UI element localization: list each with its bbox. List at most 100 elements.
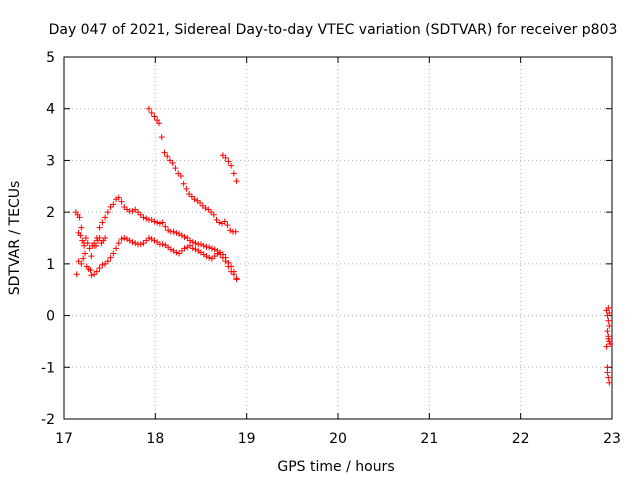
data-point xyxy=(148,236,155,243)
data-point xyxy=(225,263,232,270)
data-point xyxy=(606,338,613,345)
data-point xyxy=(605,317,612,324)
data-point xyxy=(192,240,199,247)
data-point xyxy=(187,242,194,249)
data-point xyxy=(605,335,612,342)
y-tick-label: 5 xyxy=(46,50,55,66)
data-point xyxy=(203,243,210,250)
data-point xyxy=(198,241,204,248)
data-point xyxy=(200,242,207,249)
data-point xyxy=(78,260,85,267)
data-point xyxy=(121,235,128,241)
data-point xyxy=(75,258,82,265)
series-late-arc xyxy=(219,152,240,185)
data-point xyxy=(110,201,117,208)
data-point xyxy=(159,219,166,226)
data-point xyxy=(75,229,82,236)
data-point xyxy=(76,214,83,221)
data-point xyxy=(222,258,229,265)
data-point xyxy=(219,152,226,159)
data-point xyxy=(145,105,152,112)
data-point xyxy=(140,214,147,221)
data-point xyxy=(132,240,139,247)
data-point xyxy=(115,240,122,247)
data-point xyxy=(113,245,120,252)
data-point xyxy=(159,241,166,248)
data-point xyxy=(124,236,131,243)
series-lower-band xyxy=(88,235,240,283)
data-point xyxy=(604,364,611,371)
series-upper-band xyxy=(88,194,240,282)
data-point xyxy=(73,271,80,278)
data-point xyxy=(184,244,191,251)
data-point xyxy=(115,194,122,201)
data-point xyxy=(96,264,103,271)
data-point xyxy=(216,219,223,226)
data-point xyxy=(189,245,196,252)
data-point xyxy=(230,271,237,278)
data-point xyxy=(213,216,220,223)
series-early-scatter xyxy=(72,209,109,278)
data-point xyxy=(148,216,155,223)
data-point xyxy=(102,214,109,221)
data-point xyxy=(181,245,188,252)
data-point xyxy=(161,149,168,156)
data-point xyxy=(129,208,136,215)
data-point xyxy=(233,276,240,283)
data-point xyxy=(104,209,111,216)
data-point xyxy=(607,341,614,348)
data-point xyxy=(178,247,185,254)
data-point xyxy=(82,250,89,257)
data-point xyxy=(113,196,120,203)
data-point xyxy=(217,251,224,258)
data-point xyxy=(134,209,141,216)
data-point xyxy=(188,193,195,200)
data-point xyxy=(210,211,217,218)
x-tick-label: 19 xyxy=(238,431,256,447)
data-point xyxy=(225,158,232,165)
data-point xyxy=(169,160,176,167)
data-point xyxy=(170,247,177,254)
data-point xyxy=(184,235,191,241)
x-axis-label: GPS time / hours xyxy=(277,459,394,475)
data-point xyxy=(606,379,613,386)
data-point xyxy=(140,240,147,247)
data-point xyxy=(173,249,180,256)
data-point xyxy=(86,245,93,252)
grid-lines xyxy=(64,57,612,419)
data-point xyxy=(175,170,182,177)
data-point xyxy=(118,236,125,243)
data-points xyxy=(72,105,614,386)
data-point xyxy=(221,218,228,225)
data-point xyxy=(145,235,152,241)
data-point xyxy=(186,191,193,198)
data-point xyxy=(197,199,204,206)
data-point xyxy=(173,229,180,236)
y-tick-label: -1 xyxy=(41,360,55,376)
data-point xyxy=(189,239,196,246)
data-point xyxy=(205,206,212,213)
data-point xyxy=(219,254,226,261)
data-point xyxy=(151,113,158,120)
data-point xyxy=(137,241,144,248)
data-point xyxy=(129,239,136,246)
data-point xyxy=(88,253,95,260)
y-tick-label: 3 xyxy=(46,153,55,169)
data-point xyxy=(82,235,89,241)
data-point xyxy=(227,227,234,234)
data-point xyxy=(228,162,235,169)
data-point xyxy=(88,272,95,279)
data-point xyxy=(224,222,231,229)
data-point xyxy=(606,322,613,329)
data-point xyxy=(154,117,161,124)
data-point xyxy=(158,134,165,141)
data-point xyxy=(603,343,610,350)
data-point xyxy=(96,235,103,241)
data-point xyxy=(80,255,87,262)
data-point xyxy=(208,245,215,252)
data-point xyxy=(176,230,183,237)
x-tick-label: 20 xyxy=(329,431,347,447)
data-point xyxy=(230,170,237,177)
y-axis: -2 -1 0 1 2 3 4 5 xyxy=(41,50,612,428)
data-point xyxy=(214,250,221,257)
